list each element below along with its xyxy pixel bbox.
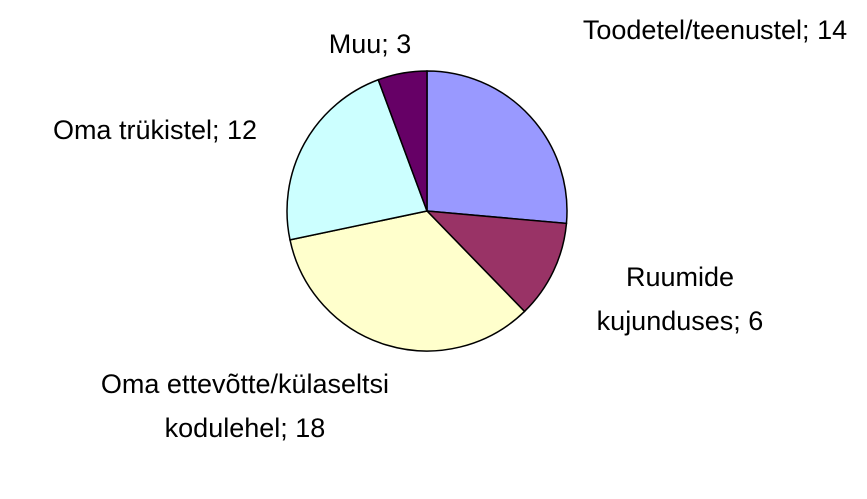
pie-slice (426, 70, 568, 225)
data-label: Muu; 3 (270, 22, 470, 66)
label-category: Toodetel/teenustel; (582, 15, 810, 45)
label-category: Oma ettevõtte/külaseltsi kodulehel; (100, 369, 390, 443)
data-label: Toodetel/teenustel; 14 (550, 8, 867, 52)
label-value: 18 (295, 413, 326, 443)
label-category: Ruumide kujunduses; (596, 262, 741, 336)
label-category: Oma trükistel; (52, 115, 220, 145)
pie-slice (289, 210, 526, 352)
data-label: Ruumide kujunduses; 6 (560, 255, 800, 343)
pie-slice (286, 78, 429, 241)
label-value: 14 (817, 15, 848, 45)
data-label: Oma trükistel; 12 (0, 108, 315, 152)
data-label: Oma ettevõtte/külaseltsi kodulehel; 18 (95, 362, 395, 450)
pie-slice (425, 210, 568, 313)
label-category: Muu; (328, 29, 389, 59)
label-value: 6 (748, 306, 764, 336)
pie-slice (377, 70, 428, 212)
label-value: 12 (227, 115, 258, 145)
label-value: 3 (396, 29, 412, 59)
